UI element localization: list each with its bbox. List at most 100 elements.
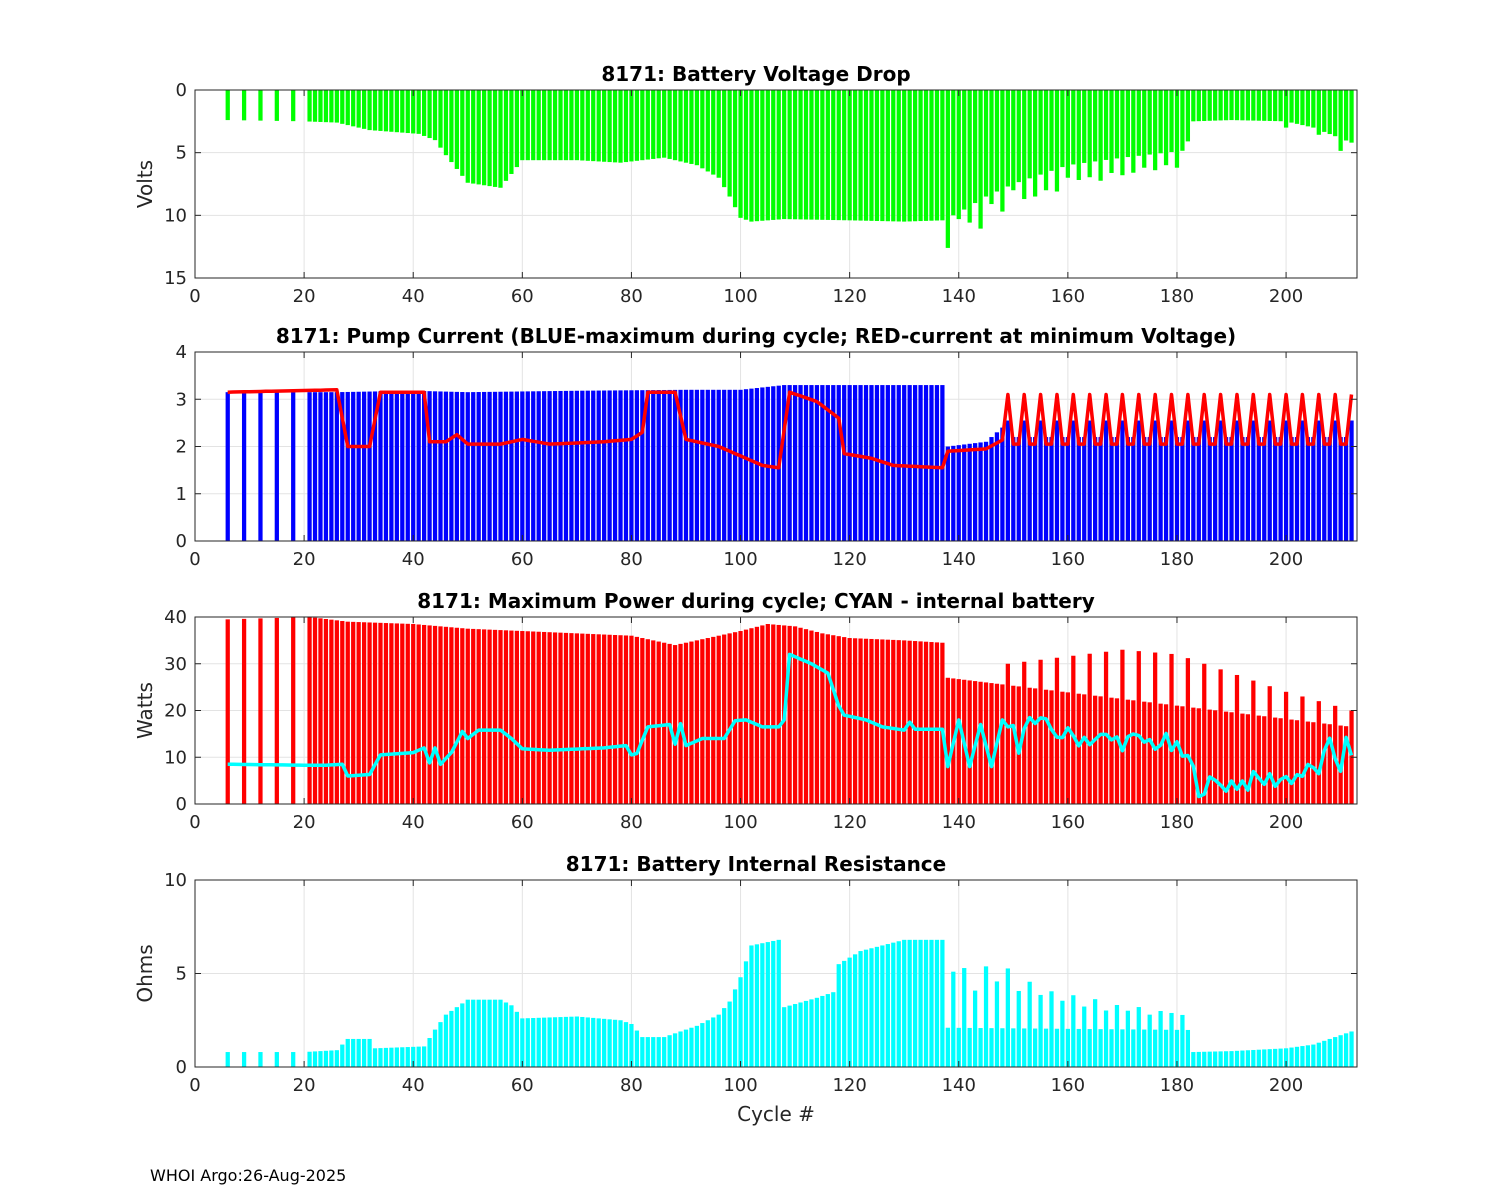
bar-cycle-51 (471, 628, 476, 804)
panel-1: 0 20 40 60 80 100 120 140 160 180 200 0 5 10 15 8171: B… (133, 62, 1358, 307)
bar-cycle-24 (323, 619, 329, 804)
bar-cycle-197 (1267, 90, 1272, 121)
bar-cycle-180 (1174, 90, 1180, 168)
bar-cycle-196 (1262, 437, 1267, 541)
bar-cycle-59 (514, 630, 519, 804)
x-tick-label: 200 (1269, 286, 1303, 307)
bar-cycle-157 (1049, 90, 1054, 171)
bar-cycle-158 (1054, 657, 1060, 804)
bar-cycle-154 (1033, 90, 1038, 197)
bar-cycle-69 (569, 633, 574, 804)
x-tick-label: 200 (1269, 1075, 1303, 1096)
bar-cycle-106 (771, 624, 776, 804)
bar-cycle-99 (732, 632, 738, 804)
bar-cycle-98 (727, 633, 732, 804)
bar-cycle-91 (689, 389, 694, 541)
bar-cycle-202 (1294, 90, 1300, 124)
bar-cycle-30 (356, 622, 361, 804)
bar-cycle-36 (389, 391, 394, 541)
bar-cycle-56 (498, 90, 503, 188)
bar-cycle-180 (1174, 437, 1180, 541)
y-tick-label: 30 (164, 654, 187, 675)
bar-cycle-118 (836, 385, 841, 541)
x-tick-label: 20 (293, 1075, 316, 1096)
bar-cycle-114 (814, 90, 820, 220)
bar-cycle-122 (858, 951, 863, 1067)
bar-cycle-28 (345, 391, 350, 541)
bar-cycle-156 (1043, 90, 1049, 191)
bar-cycle-87 (667, 389, 672, 541)
bar-cycle-104 (760, 943, 765, 1067)
bar-cycle-35 (383, 623, 389, 804)
bar-cycle-188 (1218, 669, 1223, 804)
x-tick-label: 160 (1051, 812, 1085, 833)
bar-cycle-163 (1082, 437, 1087, 541)
bar-cycle-170 (1120, 420, 1125, 541)
bar-cycle-165 (1093, 437, 1098, 541)
bar-cycle-44 (432, 90, 438, 141)
bar-cycle-200 (1283, 420, 1289, 541)
bar-cycle-126 (880, 945, 885, 1067)
bar-cycle-198 (1273, 717, 1278, 804)
bar-cycle-172 (1131, 437, 1136, 541)
bar-cycle-117 (831, 90, 836, 221)
bar-cycle-206 (1316, 1042, 1321, 1067)
bar-cycle-152 (1022, 420, 1027, 541)
bar-cycle-101 (743, 629, 749, 804)
bar-cycle-117 (831, 635, 836, 804)
bar-cycle-145 (983, 90, 989, 197)
bar-cycle-18 (291, 392, 296, 541)
bar-cycle-34 (378, 622, 383, 804)
bar-cycle-89 (678, 1031, 683, 1067)
bar-cycle-175 (1147, 90, 1152, 155)
y-tick-label: 0 (176, 531, 187, 552)
bar-cycle-78 (618, 1020, 623, 1067)
bar-cycle-31 (361, 391, 367, 541)
bar-cycle-42 (421, 90, 427, 136)
x-tick-label: 180 (1160, 286, 1194, 307)
bar-cycle-31 (361, 1038, 367, 1067)
bar-cycle-49 (460, 392, 465, 541)
panel-2: 0 20 40 60 80 100 120 140 160 180 200 0 1 2 3 4 8171: Pu… (176, 324, 1358, 570)
bar-cycle-84 (651, 90, 656, 159)
bar-cycle-137 (940, 642, 945, 804)
bar-cycle-179 (1169, 420, 1174, 541)
bar-cycle-110 (792, 1004, 798, 1067)
bar-cycle-162 (1076, 90, 1081, 180)
bar-cycle-122 (858, 90, 863, 221)
bar-cycle-130 (902, 939, 907, 1067)
bar-cycle-81 (634, 390, 640, 541)
bar-cycle-147 (994, 981, 1000, 1067)
x-tick-label: 200 (1269, 812, 1303, 833)
bar-cycle-125 (874, 385, 880, 541)
bar-cycle-71 (580, 90, 585, 161)
bar-cycle-83 (645, 90, 650, 160)
bar-cycle-84 (651, 1037, 656, 1067)
bar-cycle-146 (989, 683, 994, 804)
bar-cycle-46 (443, 626, 449, 804)
bar-cycle-45 (438, 1022, 443, 1067)
y-axis-label: Volts (133, 160, 157, 208)
bar-cycle-74 (596, 634, 601, 804)
bar-cycle-191 (1234, 1050, 1240, 1067)
bar-cycle-115 (820, 633, 825, 804)
bar-cycle-69 (569, 390, 574, 541)
bar-cycle-40 (411, 390, 416, 541)
bar-cycle-109 (787, 1005, 792, 1067)
bar-cycle-170 (1120, 649, 1125, 804)
bar-cycle-83 (645, 1037, 650, 1067)
bar-cycle-179 (1169, 90, 1174, 153)
bar-cycle-94 (705, 638, 710, 804)
bar-cycle-89 (678, 389, 683, 541)
bar-cycle-174 (1142, 1029, 1147, 1067)
bar-cycle-27 (340, 621, 345, 804)
bar-cycle-32 (367, 1038, 372, 1067)
bar-cycle-47 (449, 1010, 454, 1067)
bar-cycle-98 (727, 389, 732, 541)
bar-cycle-51 (471, 392, 476, 541)
bar-cycle-129 (896, 90, 901, 222)
bar-cycle-174 (1142, 437, 1147, 541)
x-tick-label: 160 (1051, 286, 1085, 307)
bar-cycle-21 (307, 90, 312, 122)
